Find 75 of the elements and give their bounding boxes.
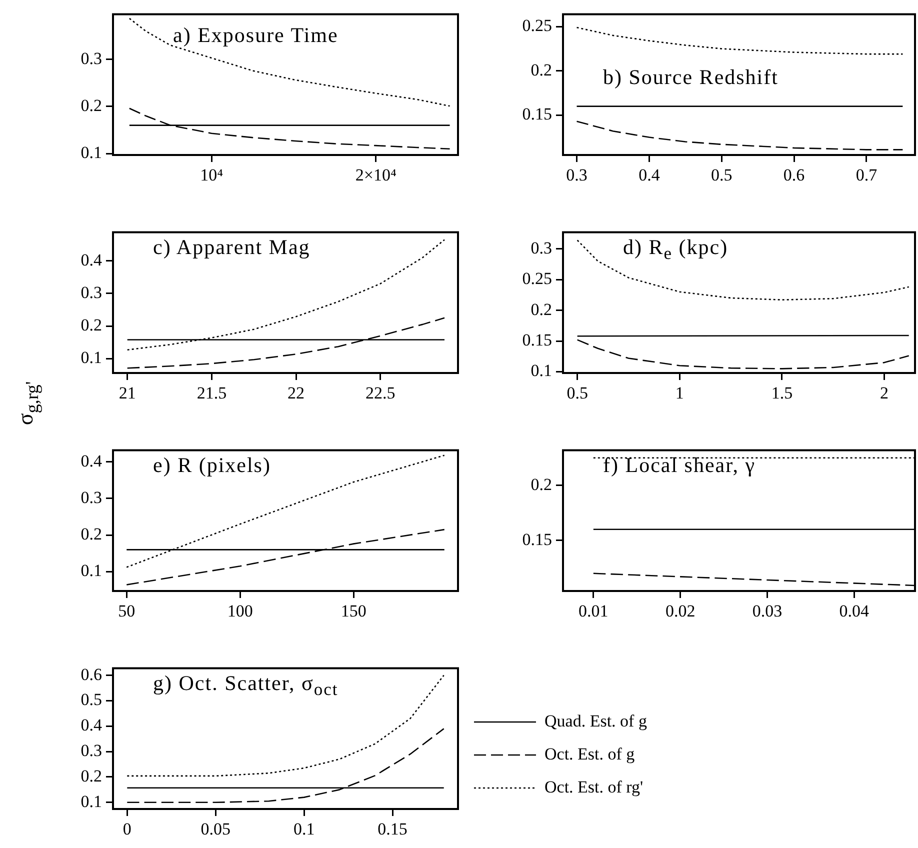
x-tick-label: 0.02 [665, 602, 696, 621]
x-tick-label: 0.7 [856, 166, 878, 185]
y-tick-label: 0.4 [80, 716, 102, 735]
chart-title: g) Oct. Scatter, σ$_{oct}$ [153, 671, 338, 700]
y-tick-label: 0.3 [80, 741, 102, 760]
y-tick-label: 0.25 [522, 16, 552, 36]
line-series [126, 239, 446, 351]
chart-title: d) R$_{e}$ (kpc) [623, 235, 728, 264]
legend-label: Oct. Est. of rg' [544, 777, 644, 796]
x-tick-label: 21 [118, 384, 136, 403]
y-tick-label: 0.2 [80, 766, 102, 786]
x-tick-label: 0.3 [566, 166, 588, 185]
x-tick-label: 100 [227, 602, 253, 621]
x-tick-label: 0.5 [710, 166, 732, 185]
line-series [126, 317, 446, 369]
y-tick-label: 0.1 [530, 361, 552, 380]
line-series [576, 240, 910, 300]
y-tick-label: 0.1 [80, 348, 102, 368]
x-tick-label: 0.4 [638, 166, 660, 185]
x-tick-label: 0.03 [752, 602, 782, 621]
legend-label: Quad. Est. of g [544, 711, 648, 730]
y-tick-label: 0.2 [530, 60, 552, 80]
y-tick-label: 0.2 [530, 474, 552, 494]
x-tick-label: 1.5 [771, 384, 793, 403]
x-tick-label: 22 [288, 384, 305, 403]
chart-title: e) R (pixels) [153, 453, 271, 478]
y-tick-label: 0.4 [80, 250, 102, 270]
y-tick-label: 0.15 [522, 330, 552, 350]
chart-title: f) Local shear, γ [603, 453, 756, 478]
line-series [576, 26, 904, 55]
line-series [126, 528, 446, 586]
x-tick-label: 2 [880, 384, 889, 403]
y-tick-label: 0.15 [522, 530, 552, 549]
x-tick-label: 21.5 [196, 384, 227, 403]
y-tick-label: 0.4 [80, 451, 102, 470]
y-tick-label: 0.2 [80, 316, 102, 335]
y-tick-label: 0.15 [522, 104, 552, 124]
legend-label: Oct. Est. of g [544, 744, 636, 764]
x-tick-label: 1 [675, 384, 684, 403]
chart-title: c) Apparent Mag [153, 235, 310, 260]
x-tick-label: 2×10⁴ [355, 166, 396, 185]
x-tick-label: 50 [118, 602, 136, 621]
y-tick-label: 0.2 [80, 524, 102, 544]
x-tick-label: 0.5 [566, 384, 588, 403]
y-tick-label: 0.2 [530, 300, 552, 319]
x-tick-label: 0.15 [378, 820, 408, 839]
line-series [126, 454, 446, 568]
text: b) Source Redshift [603, 65, 778, 90]
x-tick-label: 0.01 [578, 602, 608, 621]
x-tick-label: 0.04 [839, 602, 870, 621]
x-tick-label: 0 [122, 820, 132, 839]
y-tick-label: 0.3 [80, 282, 102, 302]
chart-title: a) Exposure Time [173, 23, 338, 48]
y-tick-label: 0.25 [522, 269, 552, 288]
x-tick-label: 150 [340, 602, 366, 621]
x-tick-label: 22.5 [366, 384, 396, 403]
y-tick-label: 0.2 [80, 96, 102, 115]
x-tick-label: 0.6 [783, 166, 805, 185]
y-tick-label: 0.1 [80, 143, 102, 162]
y-tick-label: 0.1 [80, 561, 102, 580]
y-tick-label: 0.3 [530, 238, 552, 258]
line-series [576, 339, 910, 370]
y-tick-label: 0.3 [80, 48, 102, 68]
line-series [576, 120, 904, 150]
x-tick-label: 10⁴ [200, 166, 224, 185]
x-tick-label: 0.05 [200, 820, 230, 839]
line-series [128, 18, 450, 107]
y-tick-label: 0.3 [80, 488, 102, 507]
y-tick-label: 0.5 [80, 690, 102, 710]
y-tick-label: 0.1 [80, 792, 102, 811]
line-series [128, 108, 450, 150]
x-tick-label: 0.1 [293, 820, 315, 839]
line-series [126, 728, 444, 804]
y-tick-label: 0.6 [80, 664, 102, 684]
line-series [126, 674, 444, 777]
